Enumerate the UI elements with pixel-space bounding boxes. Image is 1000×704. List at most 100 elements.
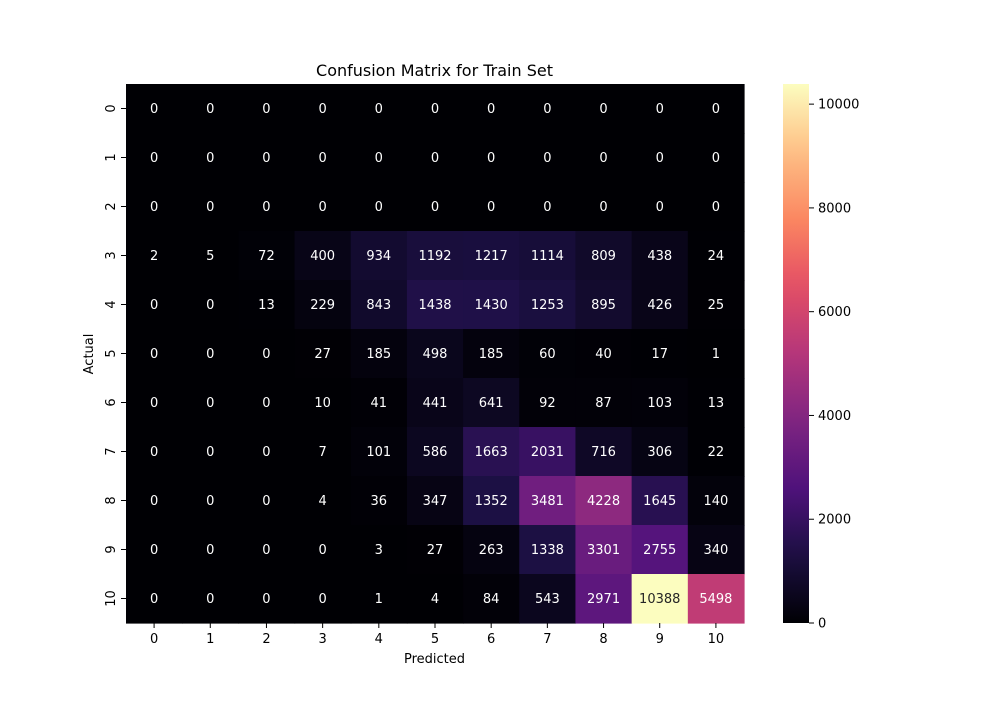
cell-value-label: 0 <box>487 151 495 166</box>
cell-value-label: 0 <box>206 200 214 215</box>
heatmap-cell-6-3 <box>294 378 352 428</box>
cell-value-label: 0 <box>487 200 495 215</box>
cell-value-label: 438 <box>647 249 672 264</box>
cell-value-label: 4 <box>318 494 326 509</box>
heatmap-cell-3-4 <box>350 231 408 281</box>
y-tick-label: 8 <box>104 496 119 504</box>
cell-value-label: 0 <box>543 151 551 166</box>
y-tick-label: 0 <box>104 104 119 112</box>
heatmap-cell-10-10 <box>687 574 745 624</box>
heatmap-cell-5-0 <box>126 329 183 379</box>
heatmap-cell-1-7 <box>519 133 577 183</box>
heatmap-cell-0-8 <box>575 84 633 134</box>
heatmap-cell-1-4 <box>350 133 408 183</box>
heatmap-cell-10-7 <box>519 574 577 624</box>
cell-value-label: 24 <box>708 249 725 264</box>
heatmap-cell-7-0 <box>126 427 183 477</box>
cell-value-label: 0 <box>375 102 383 117</box>
heatmap-cell-5-10 <box>687 329 745 379</box>
heatmap-cell-8-6 <box>463 476 520 526</box>
heatmap-cell-5-7 <box>519 329 577 379</box>
cell-value-label: 17 <box>651 347 668 362</box>
cell-value-label: 0 <box>712 151 720 166</box>
heatmap-cell-0-10 <box>687 84 745 134</box>
heatmap-cell-0-3 <box>294 84 352 134</box>
heatmap-cell-6-4 <box>350 378 408 428</box>
cell-value-label: 0 <box>206 494 214 509</box>
heatmap-cell-0-4 <box>350 84 408 134</box>
cell-value-label: 4228 <box>587 494 620 509</box>
cell-value-label: 0 <box>375 151 383 166</box>
cell-value-label: 87 <box>595 396 612 411</box>
colorbar-tick-label: 10000 <box>818 98 859 113</box>
heatmap-cell-3-3 <box>294 231 352 281</box>
cell-value-label: 0 <box>150 445 158 460</box>
heatmap-cell-8-3 <box>294 476 352 526</box>
cell-value-label: 0 <box>431 102 439 117</box>
cell-value-label: 0 <box>206 298 214 313</box>
heatmap-cell-7-6 <box>463 427 520 477</box>
heatmap-cell-7-5 <box>406 427 464 477</box>
cell-value-label: 7 <box>318 445 326 460</box>
heatmap-cell-1-2 <box>238 133 296 183</box>
heatmap-cell-1-10 <box>687 133 745 183</box>
heatmap-cell-3-7 <box>519 231 577 281</box>
colorbar-tick-label: 2000 <box>818 513 851 528</box>
cell-value-label: 185 <box>479 347 504 362</box>
cell-value-label: 0 <box>262 396 270 411</box>
x-tick-label: 4 <box>375 632 383 647</box>
heatmap-cell-4-6 <box>463 280 520 330</box>
cell-value-label: 4 <box>431 592 439 607</box>
cell-value-label: 3481 <box>531 494 564 509</box>
heatmap-cell-8-4 <box>350 476 408 526</box>
cell-value-label: 0 <box>150 298 158 313</box>
heatmap-cell-3-10 <box>687 231 745 281</box>
cell-value-label: 40 <box>595 347 612 362</box>
heatmap-cell-2-6 <box>463 182 520 232</box>
heatmap-cell-5-6 <box>463 329 520 379</box>
cell-value-label: 0 <box>262 543 270 558</box>
cell-value-label: 2971 <box>587 592 620 607</box>
heatmap-cell-1-8 <box>575 133 633 183</box>
heatmap-cell-6-2 <box>238 378 296 428</box>
heatmap-cell-5-5 <box>406 329 464 379</box>
cell-value-label: 5498 <box>699 592 732 607</box>
heatmap-cell-1-3 <box>294 133 352 183</box>
heatmap-cell-6-9 <box>631 378 689 428</box>
y-tick-label: 4 <box>104 300 119 308</box>
cell-value-label: 0 <box>150 347 158 362</box>
cell-value-label: 27 <box>427 543 444 558</box>
heatmap-cell-3-5 <box>406 231 464 281</box>
heatmap-cell-2-9 <box>631 182 689 232</box>
x-tick-label: 10 <box>708 632 725 647</box>
heatmap-cell-7-4 <box>350 427 408 477</box>
heatmap-cell-7-2 <box>238 427 296 477</box>
heatmap-cell-8-1 <box>182 476 239 526</box>
heatmap-cell-1-5 <box>406 133 464 183</box>
cell-value-label: 1253 <box>531 298 564 313</box>
x-tick-label: 1 <box>206 632 214 647</box>
cell-value-label: 0 <box>712 102 720 117</box>
cell-value-label: 0 <box>656 200 664 215</box>
cell-value-label: 13 <box>258 298 275 313</box>
heatmap-cell-4-10 <box>687 280 745 330</box>
cell-value-label: 25 <box>708 298 725 313</box>
cell-value-label: 400 <box>310 249 335 264</box>
heatmap-cell-5-8 <box>575 329 633 379</box>
y-axis-label: Actual <box>82 334 97 375</box>
heatmap-cell-5-1 <box>182 329 239 379</box>
cell-value-label: 441 <box>423 396 448 411</box>
y-tick-label: 5 <box>104 349 119 357</box>
heatmap-cell-8-2 <box>238 476 296 526</box>
heatmap-cell-3-9 <box>631 231 689 281</box>
heatmap-cell-10-2 <box>238 574 296 624</box>
heatmap-cell-4-2 <box>238 280 296 330</box>
cell-value-label: 0 <box>712 200 720 215</box>
heatmap-cell-0-2 <box>238 84 296 134</box>
colorbar-tick-label: 0 <box>818 617 826 632</box>
heatmap-cell-2-0 <box>126 182 183 232</box>
cell-value-label: 13 <box>708 396 725 411</box>
cell-value-label: 27 <box>314 347 331 362</box>
heatmap-cell-0-1 <box>182 84 239 134</box>
heatmap-cell-7-9 <box>631 427 689 477</box>
